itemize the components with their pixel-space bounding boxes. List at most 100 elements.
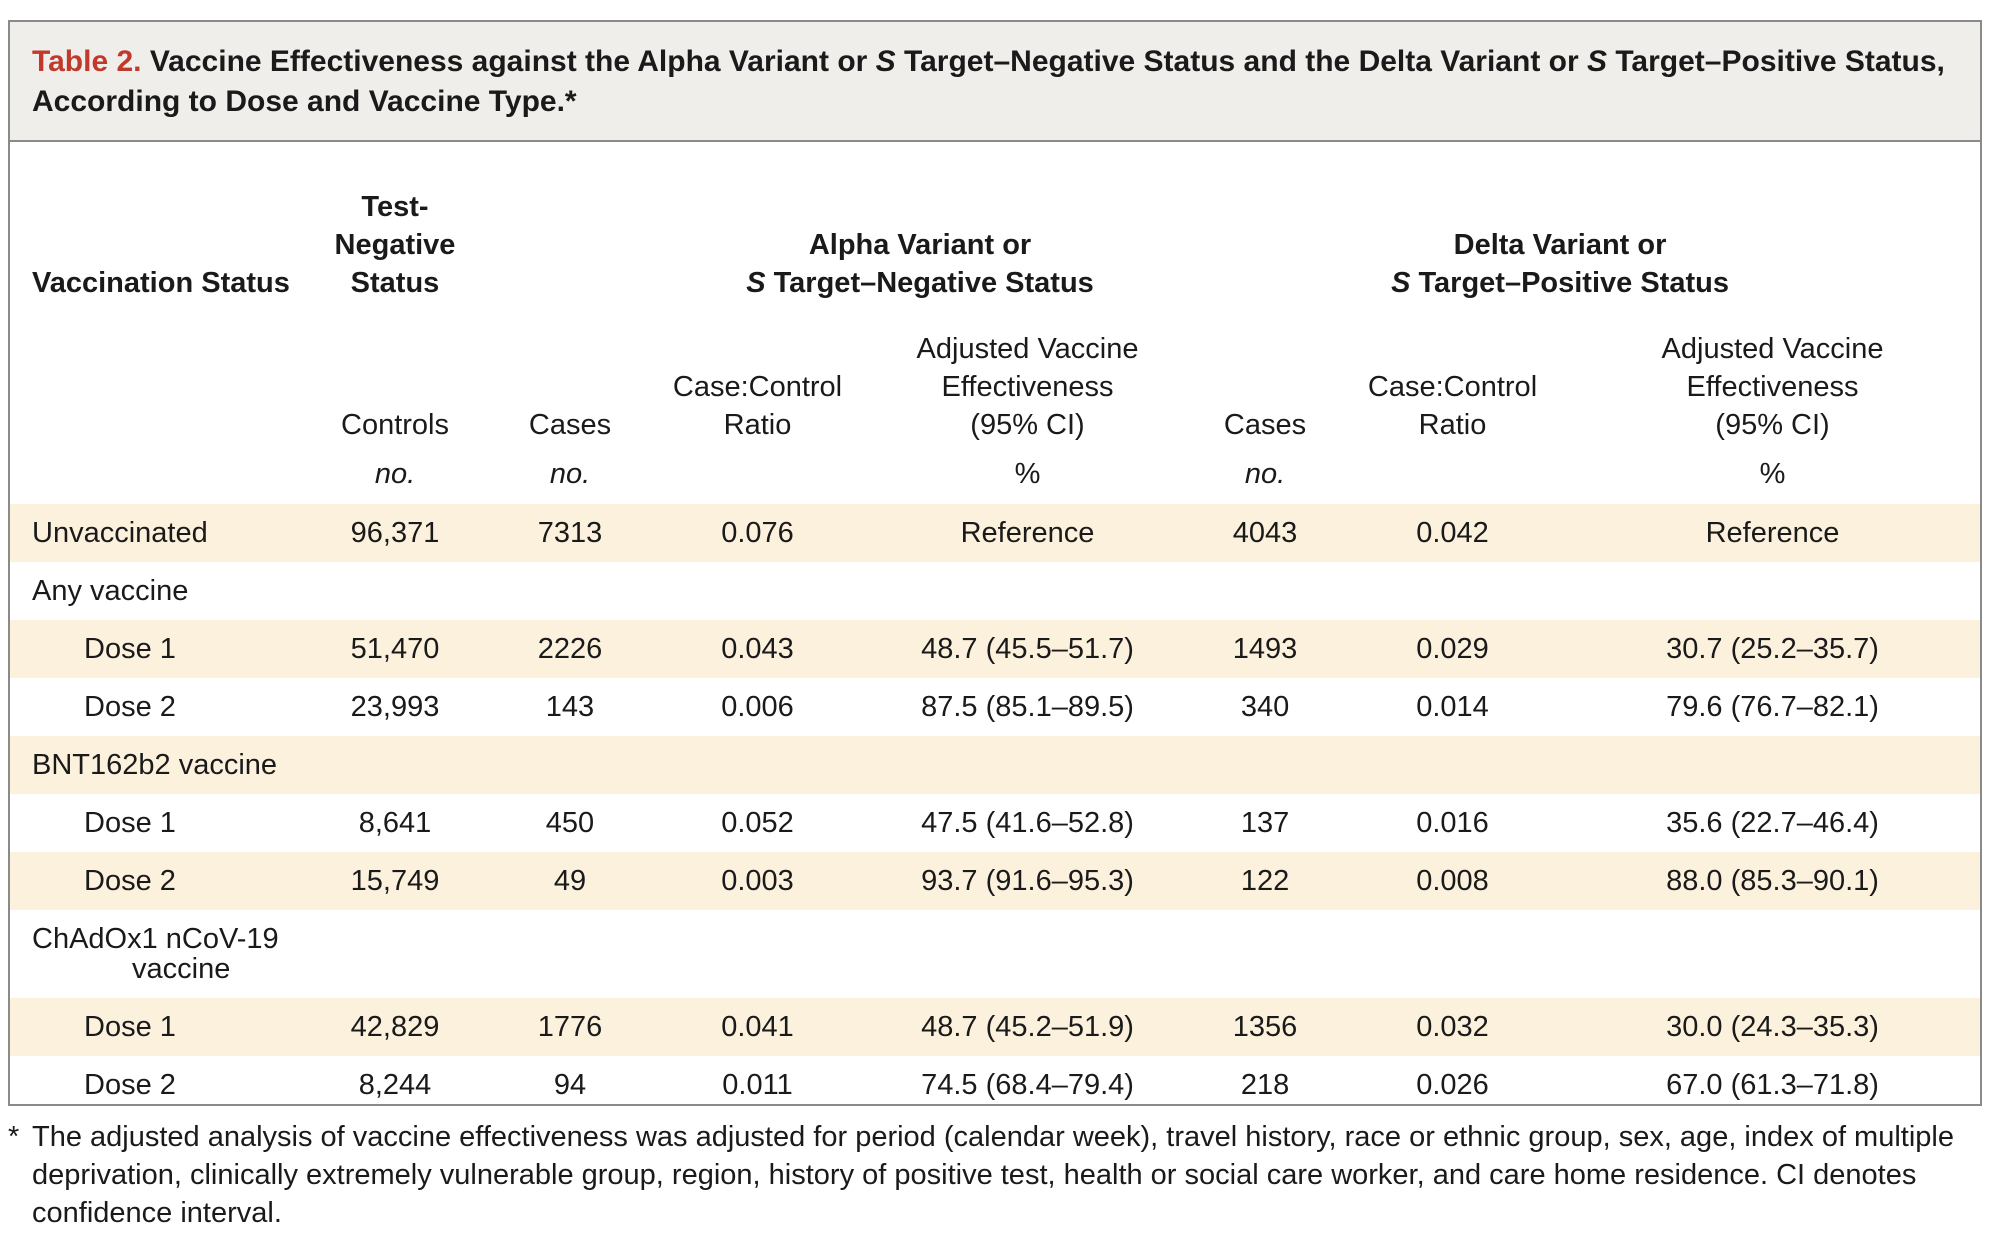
cell-delta-ratio: 0.026	[1416, 1068, 1489, 1101]
cell-delta-ve: 67.0 (61.3–71.8)	[1666, 1068, 1879, 1101]
row-label: Dose 1	[10, 998, 300, 1056]
unit-controls: no.	[374, 457, 416, 490]
cell-ratio: 0.006	[721, 690, 794, 723]
cell-delta-ve: 88.0 (85.3–90.1)	[1565, 852, 1981, 910]
row-label: Any vaccine	[32, 575, 189, 607]
cell-cases	[490, 910, 650, 998]
cell-controls: 8,641	[358, 806, 432, 839]
cell-controls	[300, 736, 490, 794]
header-delta-ve: Adjusted Vaccine Effectiveness (95% CI)	[1661, 333, 1884, 441]
cell-delta-ve: 79.6 (76.7–82.1)	[1666, 690, 1879, 723]
footnote-marker: *	[8, 1121, 20, 1153]
cell-delta-cases: 1356	[1190, 998, 1341, 1056]
cell-ratio	[650, 910, 865, 998]
cell-controls: 23,993	[350, 690, 440, 723]
table-row: Dose 2 8,244 94 0.011 74.5 (68.4–79.4) 218 0.0…	[10, 1056, 1980, 1114]
table-caption: Table 2. Vaccine Effectiveness against t…	[10, 22, 1980, 142]
row-label: Dose 2	[84, 691, 176, 723]
cell-cases	[490, 736, 650, 794]
cell-delta-ratio: 0.029	[1340, 620, 1566, 678]
row-label: Unvaccinated	[10, 504, 300, 562]
cell-delta-cases: 218	[1240, 1068, 1290, 1101]
header-test-negative: Test- Negative Status	[334, 191, 456, 299]
cell-ve: 47.5 (41.6–52.8)	[921, 806, 1134, 839]
cell-ve: 48.7 (45.5–51.7)	[865, 620, 1191, 678]
table-row: Dose 2 15,749 49 0.003 93.7 (91.6–95.3) 122 0.…	[10, 852, 1981, 910]
cell-delta-cases: 340	[1240, 690, 1290, 723]
cell-delta-ve: Reference	[1565, 504, 1981, 562]
cell-delta-ve	[1565, 736, 1981, 794]
table-label: Table 2.	[32, 45, 142, 78]
cell-cases	[490, 562, 650, 620]
cell-delta-cases: 122	[1190, 852, 1341, 910]
cell-cases: 94	[553, 1068, 587, 1101]
cell-delta-cases	[1190, 910, 1340, 998]
table-frame: Table 2. Vaccine Effectiveness against t…	[8, 20, 1982, 1106]
cell-ve: 87.5 (85.1–89.5)	[921, 690, 1134, 723]
row-label: ChAdOx1 nCoV-19 vaccine	[32, 923, 279, 985]
cell-cases: 2226	[490, 620, 650, 678]
cell-delta-ve: 30.7 (25.2–35.7)	[1565, 620, 1981, 678]
cell-delta-ratio	[1340, 736, 1566, 794]
cell-delta-ve: 35.6 (22.7–46.4)	[1666, 806, 1879, 839]
table-row: Unvaccinated 96,371 7313 0.076 Reference 4043…	[10, 504, 1981, 562]
cell-controls: 42,829	[300, 998, 490, 1056]
cell-controls: 96,371	[300, 504, 490, 562]
table-footnote: * The adjusted analysis of vaccine effec…	[8, 1118, 1988, 1232]
caption-s-1: S	[875, 45, 896, 78]
cell-cases: 1776	[490, 998, 650, 1056]
cell-cases: 7313	[490, 504, 650, 562]
header-delta-cases: Cases	[1223, 409, 1307, 441]
cell-ratio: 0.076	[650, 504, 865, 562]
header-adjusted-ve: Adjusted Vaccine Effectiveness (95% CI)	[916, 333, 1139, 441]
data-table: Vaccination Status Test- Negative Status…	[10, 142, 1981, 1114]
row-label: BNT162b2 vaccine	[10, 736, 300, 794]
table-row: Dose 1 51,470 2226 0.043 48.7 (45.5–51.7) 149…	[10, 620, 1981, 678]
cell-cases: 143	[545, 690, 595, 723]
row-label: Dose 1	[10, 620, 300, 678]
cell-ve	[865, 736, 1191, 794]
header-case-control-ratio: Case:Control Ratio	[672, 371, 843, 441]
cell-controls: 51,470	[300, 620, 490, 678]
header-cases: Cases	[528, 409, 612, 441]
row-label: Dose 2	[84, 1069, 176, 1101]
cell-delta-ratio	[1340, 562, 1565, 620]
table-row: BNT162b2 vaccine	[10, 736, 1981, 794]
cell-delta-ratio: 0.016	[1416, 806, 1489, 839]
header-delta-variant: Delta Variant or S Target–Positive Status	[1391, 229, 1729, 299]
table-row: ChAdOx1 nCoV-19 vaccine	[10, 910, 1980, 998]
cell-ratio: 0.043	[650, 620, 865, 678]
cell-delta-cases	[1190, 736, 1341, 794]
cell-ratio	[650, 736, 865, 794]
caption-text-3: Target–Positive Status, According to Dos…	[32, 45, 1945, 118]
cell-ve: 74.5 (68.4–79.4)	[921, 1068, 1134, 1101]
row-label: Dose 2	[10, 852, 300, 910]
cell-ratio: 0.041	[650, 998, 865, 1056]
cell-delta-cases	[1190, 562, 1340, 620]
cell-ve: 93.7 (91.6–95.3)	[865, 852, 1191, 910]
cell-ratio: 0.003	[650, 852, 865, 910]
cell-ve	[865, 910, 1190, 998]
cell-ve: 48.7 (45.2–51.9)	[865, 998, 1191, 1056]
header-vaccination-status: Vaccination Status	[32, 267, 290, 299]
footnote-text: The adjusted analysis of vaccine effecti…	[32, 1121, 1954, 1229]
cell-ratio: 0.011	[722, 1068, 793, 1101]
cell-controls	[300, 910, 490, 998]
header-delta-ratio: Case:Control Ratio	[1367, 371, 1538, 441]
cell-delta-ve	[1565, 562, 1980, 620]
header-controls: Controls	[341, 409, 449, 441]
cell-ve: Reference	[865, 504, 1191, 562]
cell-cases: 450	[545, 806, 595, 839]
cell-ratio: 0.052	[721, 806, 794, 839]
cell-delta-ratio: 0.008	[1340, 852, 1566, 910]
caption-text-2: Target–Negative Status and the Delta Var…	[895, 45, 1587, 78]
unit-cases: no.	[549, 457, 591, 490]
cell-delta-cases: 137	[1240, 806, 1290, 839]
cell-delta-ratio: 0.032	[1340, 998, 1566, 1056]
unit-delta-cases: no.	[1244, 457, 1286, 490]
table-row: Any vaccine	[10, 562, 1980, 620]
cell-delta-ratio: 0.042	[1340, 504, 1566, 562]
cell-delta-ratio: 0.014	[1416, 690, 1489, 723]
table-row: Dose 1 8,641 450 0.052 47.5 (41.6–52.8) 137 0.…	[10, 794, 1980, 852]
cell-delta-ve: 30.0 (24.3–35.3)	[1565, 998, 1981, 1056]
